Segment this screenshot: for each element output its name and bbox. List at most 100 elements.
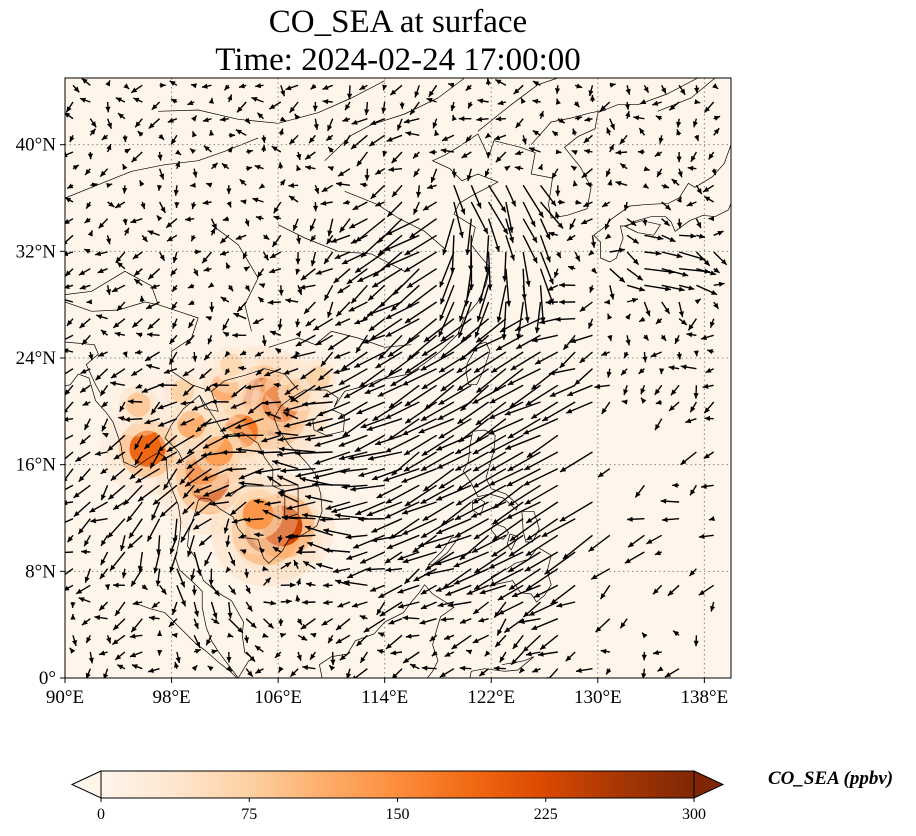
wind-arrow xyxy=(661,301,671,315)
wind-arrow xyxy=(271,145,282,153)
wind-arrow-head xyxy=(247,149,253,155)
wind-arrow-head xyxy=(588,546,595,552)
wind-arrow-head xyxy=(584,116,591,122)
wind-arrow-shaft xyxy=(65,151,74,157)
wind-arrow-shaft xyxy=(470,501,507,519)
wind-arrow xyxy=(192,168,198,178)
wind-arrow-head xyxy=(413,170,419,177)
wind-arrow-head xyxy=(604,299,611,305)
wind-arrow-head xyxy=(85,169,91,175)
wind-arrow-shaft xyxy=(439,251,455,288)
wind-arrow-head xyxy=(713,128,720,135)
wind-arrow xyxy=(193,635,201,649)
wind-arrow xyxy=(420,401,455,422)
wind-arrow-head xyxy=(102,433,109,438)
wind-arrow xyxy=(435,584,455,592)
wind-arrow xyxy=(532,80,541,87)
wind-arrow-head xyxy=(245,384,252,390)
wind-arrow xyxy=(124,148,131,154)
wind-arrow-head xyxy=(270,253,277,258)
wind-arrow-shaft xyxy=(488,401,524,420)
wind-arrow xyxy=(112,501,126,511)
wind-arrow xyxy=(450,101,456,112)
wind-arrow-shaft xyxy=(424,384,455,411)
wind-arrow xyxy=(251,96,264,103)
wind-arrow-head xyxy=(607,313,613,320)
wind-arrow-head xyxy=(652,100,659,106)
wind-arrow xyxy=(562,334,576,351)
wind-arrow-head xyxy=(65,270,71,277)
wind-arrow xyxy=(671,178,680,186)
wind-arrow-head xyxy=(388,166,395,172)
wind-arrow xyxy=(686,332,697,338)
wind-arrow xyxy=(539,235,551,263)
wind-arrow xyxy=(72,164,80,171)
wind-arrow xyxy=(655,318,663,325)
wind-arrow-shaft xyxy=(348,451,385,460)
wind-arrow-head xyxy=(364,389,371,394)
wind-arrow-head xyxy=(67,183,74,189)
wind-arrow xyxy=(347,85,353,100)
wind-arrow xyxy=(420,451,455,472)
wind-arrow xyxy=(644,234,664,241)
wind-arrow-shaft xyxy=(509,518,541,542)
wind-arrow xyxy=(95,251,108,257)
wind-arrow-head xyxy=(261,340,267,346)
wind-arrow-head xyxy=(193,524,200,530)
wind-arrow xyxy=(115,97,126,103)
wind-arrow xyxy=(124,227,130,236)
wind-arrow-shaft xyxy=(503,301,507,340)
wind-arrow xyxy=(702,383,714,389)
wind-arrow-head xyxy=(657,235,664,241)
coastline-segment xyxy=(65,270,159,305)
wind-arrow xyxy=(176,568,186,588)
lon-tick-label: 130°E xyxy=(574,687,622,708)
wind-arrow xyxy=(652,100,662,106)
wind-arrow xyxy=(219,250,230,256)
wind-arrow-head xyxy=(436,445,443,451)
wind-arrow xyxy=(559,351,576,369)
wind-arrow xyxy=(279,632,287,638)
wind-arrow-head xyxy=(457,385,464,391)
wind-arrow-head xyxy=(295,258,301,265)
wind-arrow-head xyxy=(347,93,353,100)
wind-arrow xyxy=(364,101,370,116)
wind-arrow xyxy=(525,384,559,407)
wind-arrow-head xyxy=(461,336,467,342)
wind-arrow-head xyxy=(391,157,398,164)
wind-arrow-head xyxy=(703,186,710,192)
wind-arrow-head xyxy=(657,666,664,672)
wind-arrow xyxy=(209,501,229,507)
wind-arrow xyxy=(456,351,489,374)
coastline-segment xyxy=(65,137,259,199)
wind-arrow xyxy=(376,484,403,499)
wind-arrow-head xyxy=(75,456,82,462)
wind-arrow xyxy=(334,579,351,586)
wind-arrow xyxy=(327,301,334,318)
wind-arrow xyxy=(638,368,645,375)
wind-arrow xyxy=(295,330,302,338)
wind-arrow xyxy=(522,251,531,287)
wind-arrow-head xyxy=(512,592,518,598)
wind-arrow-head xyxy=(625,339,631,346)
wind-arrow-head xyxy=(704,415,710,422)
wind-arrow xyxy=(191,115,198,122)
wind-arrow xyxy=(514,165,524,171)
wind-arrow-head xyxy=(405,131,412,137)
wind-arrow xyxy=(377,234,403,256)
wind-arrow-head xyxy=(693,393,699,399)
wind-arrow-shaft xyxy=(404,234,437,256)
wind-arrow-head xyxy=(379,301,386,308)
wind-arrow-head xyxy=(105,80,110,87)
wind-arrow xyxy=(130,568,143,587)
wind-arrow xyxy=(157,434,178,453)
wind-arrow-shaft xyxy=(278,484,316,494)
wind-arrow xyxy=(277,535,283,543)
wind-arrow xyxy=(416,185,422,198)
wind-arrow xyxy=(439,285,455,321)
wind-arrow-head xyxy=(294,113,300,120)
wind-arrow xyxy=(670,384,680,396)
wind-arrow-shaft xyxy=(473,351,507,374)
wind-arrow xyxy=(638,127,645,136)
wind-arrow xyxy=(412,151,420,159)
